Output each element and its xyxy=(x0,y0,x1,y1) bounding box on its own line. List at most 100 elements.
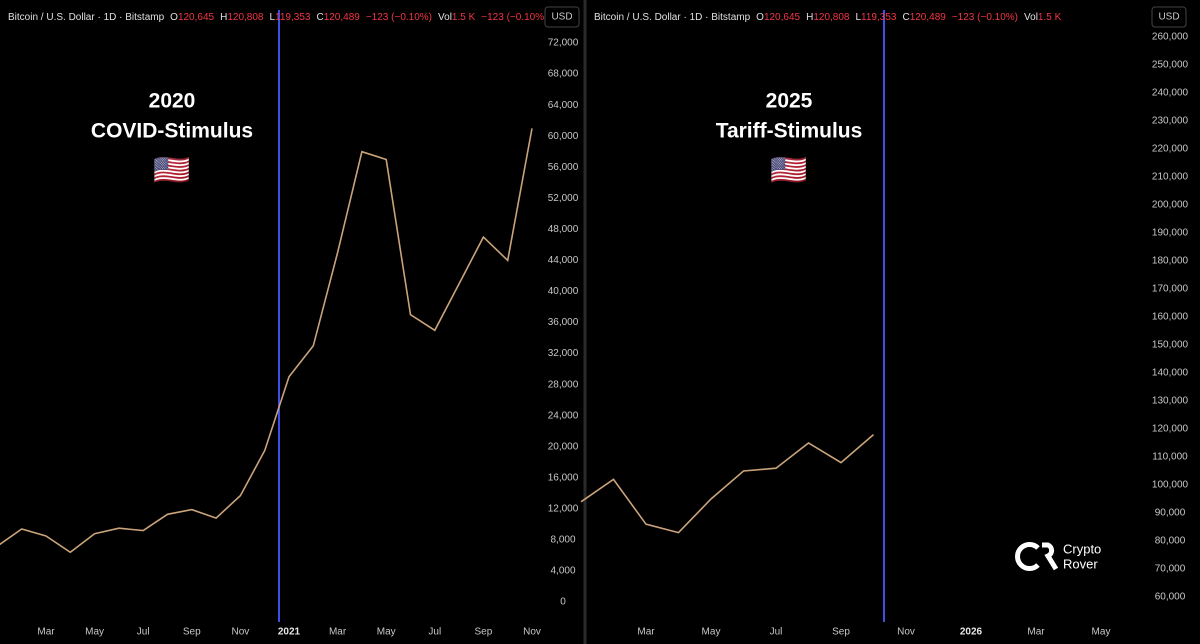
annotation-flag: 🇺🇸 xyxy=(153,154,190,187)
y-tick-label: 250,000 xyxy=(1152,60,1189,71)
logo-icon xyxy=(1042,542,1059,571)
header-field: −123 (−0.10%) xyxy=(952,12,1018,23)
header-field: L xyxy=(269,12,275,23)
y-tick-label: 150,000 xyxy=(1152,340,1189,351)
x-tick-label: Mar xyxy=(37,627,55,638)
y-tick-label: 72,000 xyxy=(548,38,579,49)
annotation-year: 2025 xyxy=(766,90,813,113)
header-field: 120,489 xyxy=(910,12,947,23)
x-tick-label: Sep xyxy=(183,627,201,638)
x-tick-label: Nov xyxy=(897,627,915,638)
header-field: L xyxy=(855,12,861,23)
x-tick-label: May xyxy=(85,627,104,638)
y-tick-label: 110,000 xyxy=(1152,452,1188,463)
y-tick-label: 0 xyxy=(560,597,566,608)
header-field: Bitcoin / U.S. Dollar · 1D · Bitstamp xyxy=(594,12,751,23)
logo-text: Rover xyxy=(1063,556,1098,571)
x-tick-label: Mar xyxy=(1027,627,1045,638)
y-tick-label: 32,000 xyxy=(548,348,579,359)
y-tick-label: 44,000 xyxy=(548,255,579,266)
y-tick-label: 68,000 xyxy=(548,69,579,80)
header-field: H xyxy=(806,12,813,23)
y-tick-label: 52,000 xyxy=(548,193,579,204)
y-tick-label: 260,000 xyxy=(1152,32,1189,43)
price-line xyxy=(580,433,875,534)
y-tick-label: 20,000 xyxy=(548,441,579,452)
y-tick-label: 140,000 xyxy=(1152,368,1189,379)
y-tick-label: 60,000 xyxy=(1155,592,1186,603)
header-field: Bitcoin / U.S. Dollar · 1D · Bitstamp xyxy=(8,12,165,23)
y-tick-label: 90,000 xyxy=(1155,508,1186,519)
y-tick-label: 160,000 xyxy=(1152,312,1189,323)
header-field: 120,645 xyxy=(178,12,215,23)
y-tick-label: 60,000 xyxy=(548,131,579,142)
header-field: −123 (−0.10%) xyxy=(481,12,547,23)
header-field: 119,353 xyxy=(275,12,311,23)
x-tick-label: Jul xyxy=(428,627,441,638)
chart-header: Bitcoin / U.S. Dollar · 1D · Bitstamp O12… xyxy=(8,12,547,23)
y-tick-label: 64,000 xyxy=(548,100,579,111)
annotation-flag: 🇺🇸 xyxy=(770,154,807,187)
x-tick-label: Nov xyxy=(232,627,250,638)
currency-label: USD xyxy=(1158,12,1179,23)
x-tick-label: Sep xyxy=(832,627,850,638)
header-field: C xyxy=(316,12,323,23)
y-tick-label: 130,000 xyxy=(1152,396,1189,407)
header-field: 120,645 xyxy=(764,12,801,23)
x-tick-label: May xyxy=(1092,627,1111,638)
y-tick-label: 210,000 xyxy=(1152,172,1189,183)
y-tick-label: 8,000 xyxy=(550,535,575,546)
y-tick-label: 4,000 xyxy=(550,566,575,577)
x-tick-label: Sep xyxy=(475,627,493,638)
y-tick-label: 220,000 xyxy=(1152,144,1189,155)
header-field: 1.5 K xyxy=(452,12,476,23)
x-tick-label: Nov xyxy=(523,627,541,638)
header-field: 120,808 xyxy=(813,12,850,23)
y-tick-label: 12,000 xyxy=(548,503,579,514)
header-field: O xyxy=(170,12,178,23)
header-field: 1.5 K xyxy=(1038,12,1062,23)
x-tick-label: Mar xyxy=(637,627,655,638)
y-tick-label: 56,000 xyxy=(548,162,579,173)
logo xyxy=(1015,542,1059,571)
currency-button[interactable] xyxy=(1151,6,1187,28)
y-tick-label: 180,000 xyxy=(1152,256,1189,267)
y-tick-label: 16,000 xyxy=(548,472,579,483)
header-field: 120,489 xyxy=(324,12,361,23)
y-tick-label: 170,000 xyxy=(1152,284,1189,295)
x-tick-label: Jul xyxy=(137,627,150,638)
currency-button[interactable] xyxy=(544,6,580,28)
price-line xyxy=(0,128,533,554)
y-tick-label: 28,000 xyxy=(548,379,579,390)
y-tick-label: 100,000 xyxy=(1152,480,1189,491)
y-tick-label: 120,000 xyxy=(1152,424,1189,435)
x-tick-label: May xyxy=(377,627,396,638)
y-tick-label: 48,000 xyxy=(548,224,579,235)
y-tick-label: 230,000 xyxy=(1152,116,1189,127)
y-tick-label: 70,000 xyxy=(1155,564,1186,575)
header-field: 120,808 xyxy=(227,12,264,23)
x-tick-label: 2026 xyxy=(960,627,983,638)
x-tick-label: Jul xyxy=(770,627,783,638)
y-tick-label: 200,000 xyxy=(1152,200,1189,211)
header-field: H xyxy=(220,12,227,23)
y-tick-label: 40,000 xyxy=(548,286,579,297)
header-field: O xyxy=(756,12,764,23)
y-tick-label: 240,000 xyxy=(1152,88,1189,99)
annotation-label: Tariff-Stimulus xyxy=(716,120,863,143)
y-tick-label: 36,000 xyxy=(548,317,579,328)
annotation-year: 2020 xyxy=(149,90,196,113)
y-tick-label: 80,000 xyxy=(1155,536,1186,547)
chart-header: Bitcoin / U.S. Dollar · 1D · Bitstamp O12… xyxy=(594,12,1062,23)
x-tick-label: May xyxy=(702,627,721,638)
currency-label: USD xyxy=(551,12,572,23)
annotation-label: COVID-Stimulus xyxy=(91,120,253,143)
x-tick-label: 2021 xyxy=(278,627,301,638)
header-field: −123 (−0.10%) xyxy=(366,12,432,23)
header-field: C xyxy=(902,12,909,23)
header-field: Vol xyxy=(1024,12,1038,23)
y-tick-label: 190,000 xyxy=(1152,228,1189,239)
header-field: Vol xyxy=(438,12,452,23)
